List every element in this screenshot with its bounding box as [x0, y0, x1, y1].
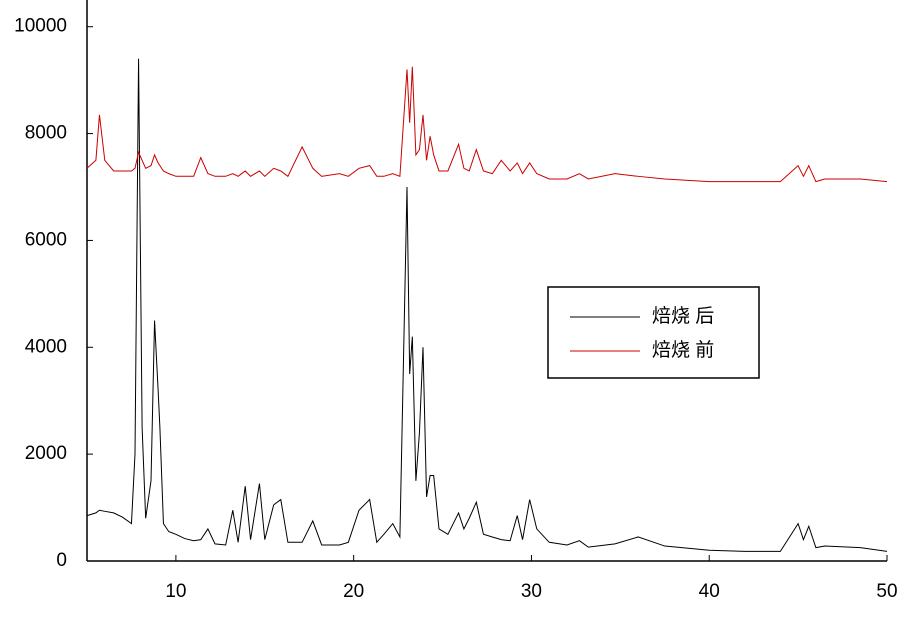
series-line — [86, 58, 888, 552]
x-tick-label: 10 — [165, 581, 186, 602]
x-tick-label: 50 — [876, 581, 897, 602]
x-tick-label: 30 — [521, 581, 542, 602]
y-tick-label: 6000 — [25, 229, 67, 250]
y-tick-label: 2000 — [25, 443, 67, 464]
legend-label: 焙烧 后 — [652, 305, 714, 327]
x-tick-label: 20 — [343, 581, 364, 602]
legend-box — [547, 286, 760, 379]
y-tick-label: 4000 — [25, 336, 67, 357]
y-tick-label: 10000 — [14, 16, 67, 37]
y-tick-label: 8000 — [25, 123, 67, 144]
y-tick-label: 0 — [56, 550, 67, 571]
x-tick-label: 40 — [699, 581, 720, 602]
series-line — [86, 66, 888, 183]
legend-label: 焙烧 前 — [652, 339, 714, 361]
